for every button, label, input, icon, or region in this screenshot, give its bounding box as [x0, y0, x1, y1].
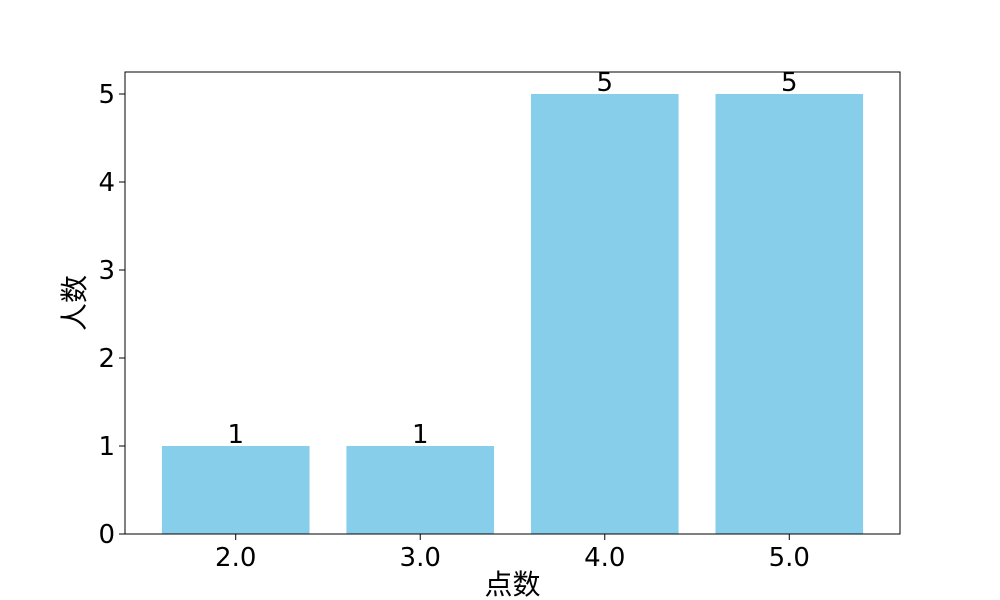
- x-tick-label: 5.0: [769, 543, 810, 573]
- x-tick-label: 4.0: [584, 543, 625, 573]
- y-axis-ticks: 0 1 2 3 4 5: [98, 80, 125, 550]
- bar-2.0: [161, 446, 310, 534]
- y-axis-title: 人数: [58, 275, 91, 331]
- bars-layer: [161, 94, 864, 534]
- data-label-2.0: 1: [227, 420, 244, 450]
- plot-frame: [124, 71, 901, 535]
- bar-5.0: [715, 94, 864, 534]
- y-tick-label: 4: [98, 168, 115, 198]
- y-tick-label: 2: [98, 344, 115, 374]
- data-label-4.0: 5: [596, 68, 613, 98]
- data-labels-layer: 1 1 5 5: [227, 68, 797, 450]
- y-tick-label: 1: [98, 432, 115, 462]
- x-tick-label: 3.0: [400, 543, 441, 573]
- data-label-3.0: 1: [412, 420, 429, 450]
- data-label-5.0: 5: [781, 68, 798, 98]
- y-tick-label: 3: [98, 256, 115, 286]
- y-tick-label: 0: [98, 520, 115, 550]
- x-tick-label: 2.0: [215, 543, 256, 573]
- x-axis-ticks: 2.0 3.0 4.0 5.0: [215, 534, 810, 573]
- x-axis-title: 点数: [484, 568, 540, 600]
- bar-4.0: [530, 94, 679, 534]
- y-tick-label: 5: [98, 80, 115, 110]
- bar-3.0: [346, 446, 495, 534]
